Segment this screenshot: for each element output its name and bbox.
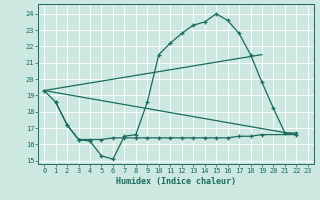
X-axis label: Humidex (Indice chaleur): Humidex (Indice chaleur) [116,177,236,186]
